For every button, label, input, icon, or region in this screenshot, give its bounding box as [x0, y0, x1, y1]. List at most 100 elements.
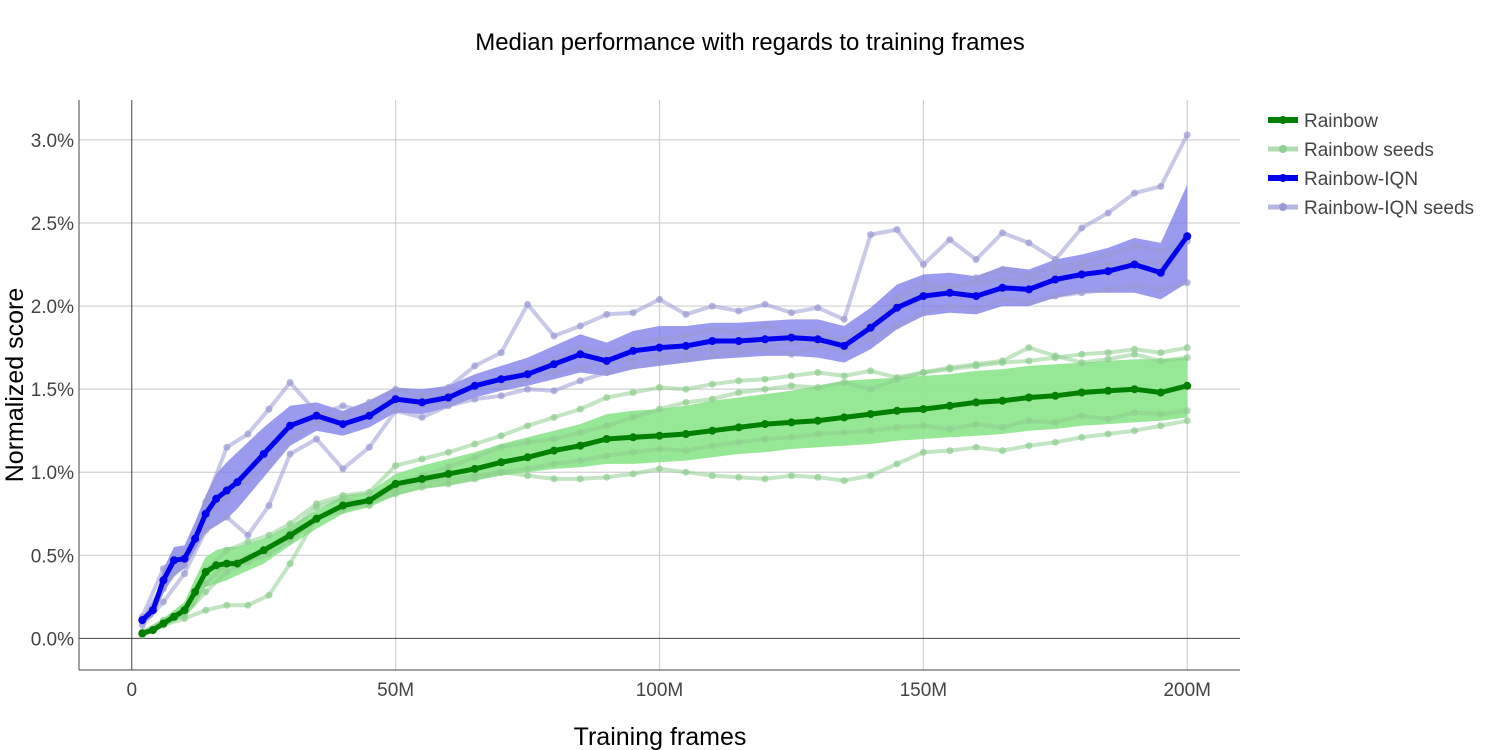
rainbow-iqn-seed-line-point — [1051, 269, 1059, 277]
rainbow-seed-line-point — [946, 364, 954, 372]
rainbow-seed-line-point — [339, 495, 347, 503]
rainbow-iqn-seed-line-point — [1078, 289, 1086, 297]
rainbow-iqn-median-line-point — [259, 450, 268, 458]
x-tick-label: 150M — [900, 680, 948, 701]
rainbow-iqn-median-line-point — [550, 360, 558, 369]
rainbow-iqn-seed-line-point — [972, 305, 980, 313]
rainbow-iqn-seed-line-point — [946, 236, 954, 244]
rainbow-iqn-seed-line-point — [1157, 182, 1165, 190]
rainbow-seed-line-point — [1051, 418, 1059, 426]
rainbow-iqn-seed-line-point — [893, 294, 901, 302]
confidence-bands — [142, 184, 1188, 636]
y-axis-title: Normalized score — [1, 288, 29, 483]
rainbow-iqn-seed-line-point — [1078, 224, 1086, 232]
rainbow-seed-line-point — [999, 357, 1006, 365]
rainbow-seed-line-point — [550, 413, 558, 421]
rainbow-seed-line-point — [524, 472, 532, 480]
rainbow-seed-line-point — [244, 538, 252, 546]
rainbow-median-line-point — [312, 514, 321, 523]
rainbow-seed-line-point — [629, 389, 637, 396]
rainbow-seed-line-point — [735, 389, 743, 396]
rainbow-seed-line-point — [787, 433, 795, 441]
rainbow-iqn-seed-line-point — [1183, 131, 1191, 139]
rainbow-median-line-point — [138, 629, 147, 638]
rainbow-median-line-point — [998, 396, 1007, 405]
rainbow-iqn-seed-line-point — [497, 392, 505, 400]
rainbow-iqn-seed-line-point — [682, 332, 690, 340]
rainbow-iqn-seed-line-point — [946, 302, 954, 310]
rainbow-iqn-seed-line-point — [1025, 239, 1033, 247]
rainbow-iqn-seed-line-point — [603, 349, 611, 357]
rainbow-seed-line-point — [497, 432, 505, 440]
rainbow-seed-line-point — [708, 442, 716, 450]
rainbow-seed-line-point — [735, 473, 743, 481]
rainbow-iqn-seed-line-point — [286, 379, 294, 386]
rainbow-iqn-median-line-point — [418, 398, 426, 407]
rainbow-median-line-point — [708, 426, 717, 435]
rainbow-seed-line-point — [471, 475, 479, 483]
rainbow-iqn-seed-line-path — [140, 133, 1189, 618]
rainbow-seed-line-point — [524, 465, 532, 473]
rainbow-iqn-seed-line-point — [708, 302, 716, 310]
rainbow-median-line-point — [840, 413, 849, 422]
rainbow-iqn-seed-line-point — [159, 565, 167, 573]
rainbow-iqn-median-line-point — [1130, 260, 1139, 269]
rainbow-seed-line-point — [814, 369, 822, 376]
rainbow-iqn-median-line-point — [840, 341, 849, 350]
rainbow-seed-line-point — [392, 490, 400, 498]
rainbow-seed-line-point — [761, 385, 769, 393]
rainbow-iqn-seed-line-point — [656, 359, 663, 367]
rainbow-iqn-seed-line-point — [999, 295, 1006, 303]
rainbow-seed-line-path — [141, 418, 1188, 637]
rainbow-seed-line-point — [365, 488, 373, 496]
legend-item-rainbow-iqn-seeds[interactable]: Rainbow-IQN seeds — [1268, 198, 1474, 219]
rainbow-seed-line-point — [1104, 349, 1112, 357]
rainbow-seed-line-point — [1157, 422, 1165, 430]
rainbow-seed-line-point — [1051, 438, 1059, 446]
rainbow-seed-line-point — [202, 588, 210, 596]
rainbow-iqn-seed-line-point — [365, 443, 373, 451]
rainbow-iqn-seed-line-point — [735, 349, 743, 357]
rainbow-iqn-median-line-point — [365, 411, 374, 420]
rainbow-iqn-median-line-point — [602, 356, 611, 365]
rainbow-iqn-seed-line-point — [629, 362, 637, 370]
rainbow-seed-line-point — [524, 422, 532, 430]
rainbow-seed-line-point — [735, 438, 743, 446]
rainbow-median-line-point — [222, 559, 231, 568]
rainbow-iqn-seed-line-point — [999, 276, 1006, 283]
legend[interactable]: Rainbow Rainbow seeds Rainbow-IQN Rainbo… — [1268, 111, 1474, 219]
rainbow-seed-line-point — [814, 384, 822, 391]
rainbow-seed-line-point — [946, 425, 954, 433]
rainbow-seed-line-point — [708, 395, 716, 403]
rainbow-seed-line-point — [867, 472, 875, 480]
rainbow-iqn-seed-line-point — [471, 362, 479, 370]
rainbow-iqn-median-line-point — [972, 292, 981, 301]
legend-item-rainbow-iqn[interactable]: Rainbow-IQN — [1268, 169, 1418, 190]
rainbow-seed-line-point — [893, 375, 901, 383]
rainbow-iqn-median-line-point — [1104, 267, 1113, 276]
rainbow-iqn-seed-line-point — [735, 344, 743, 352]
rainbow-seed-line-point — [550, 435, 558, 443]
y-tick-label: 1.5% — [31, 380, 74, 401]
legend-item-rainbow[interactable]: Rainbow — [1268, 111, 1378, 132]
rainbow-iqn-median-line-point — [201, 509, 210, 518]
rainbow-iqn-median-line-point — [787, 333, 796, 342]
rainbow-iqn-seed-line-path — [140, 280, 1188, 627]
rainbow-seed-line-point — [1131, 427, 1138, 435]
rainbow-iqn-seed-line-point — [972, 274, 980, 282]
rainbow-seed-line-point — [1051, 352, 1059, 360]
rainbow-median-line-point — [180, 606, 189, 615]
rainbow-iqn-seed-line-point — [202, 526, 210, 534]
rainbow-iqn-seed-line-point — [682, 310, 690, 318]
legend-label-rainbow-iqn: Rainbow-IQN — [1304, 169, 1418, 190]
rainbow-seed-line-point — [286, 520, 294, 528]
rainbow-seed-line-point — [999, 447, 1006, 455]
legend-item-rainbow-seeds[interactable]: Rainbow seeds — [1268, 140, 1434, 161]
rainbow-seed-line-point — [265, 531, 273, 539]
rainbow-seed-line-point — [761, 375, 769, 383]
rainbow-seed-line-point — [286, 560, 294, 568]
rainbow-seed-line-point — [840, 379, 848, 386]
rainbow-seed-line-point — [576, 475, 584, 483]
rainbow-seed-line-point — [761, 435, 769, 443]
rainbow-iqn-seed-line-point — [365, 398, 373, 406]
